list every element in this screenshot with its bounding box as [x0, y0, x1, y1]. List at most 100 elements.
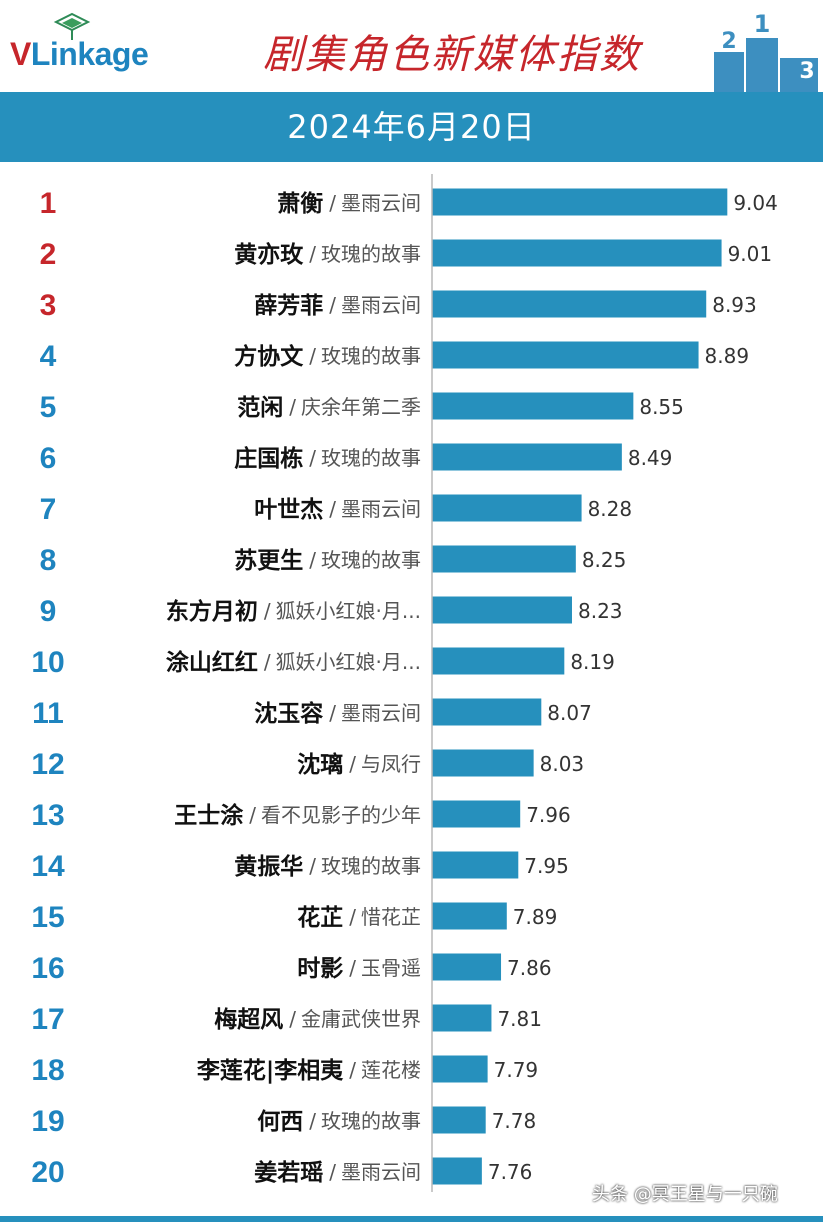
character-name: 何西 [257, 1109, 303, 1135]
rank-label: 11 [32, 697, 64, 730]
value-label: 8.49 [628, 446, 673, 470]
value-label: 7.81 [497, 1007, 542, 1031]
bar-7 [432, 494, 582, 522]
character-name: 叶世杰 [254, 497, 323, 523]
character-name: 黄亦玫 [234, 241, 304, 268]
separator-label: / [329, 701, 336, 725]
rank-label: 2 [40, 238, 57, 271]
drama-label: 玫瑰的故事 [321, 446, 421, 470]
character-name: 范闲 [237, 395, 283, 421]
character-name: 花芷 [297, 905, 343, 931]
value-label: 8.93 [712, 293, 757, 317]
character-name: 薛芳菲 [254, 292, 323, 319]
bar-20 [432, 1157, 482, 1185]
drama-label: 墨雨云间 [341, 701, 421, 725]
bottom-rule [0, 1216, 823, 1222]
drama-label: 玫瑰的故事 [321, 854, 421, 878]
bar-4 [432, 341, 699, 369]
podium-label-2: 2 [721, 29, 736, 54]
rank-label: 19 [31, 1105, 64, 1138]
rank-label: 6 [40, 442, 57, 475]
character-name: 萧衡 [277, 190, 323, 217]
value-label: 7.89 [513, 905, 558, 929]
separator-label: / [309, 548, 316, 572]
separator-label: / [309, 446, 316, 470]
rank-label: 7 [40, 493, 57, 526]
drama-label: 墨雨云间 [341, 1160, 421, 1184]
separator-label: / [289, 1007, 296, 1031]
drama-label: 玉骨遥 [361, 956, 421, 980]
separator-label: / [249, 803, 256, 827]
separator-label: / [309, 344, 316, 368]
bar-8 [432, 545, 576, 573]
separator-label: / [289, 395, 296, 419]
rank-label: 8 [40, 544, 57, 577]
drama-label: 看不见影子的少年 [261, 803, 421, 827]
bar-3 [432, 290, 707, 318]
rank-label: 12 [31, 748, 64, 781]
logo-cube-icon [53, 12, 91, 40]
character-name: 黄振华 [234, 853, 303, 880]
bar-13 [432, 800, 521, 828]
value-label: 7.86 [507, 956, 552, 980]
value-label: 7.78 [492, 1109, 537, 1133]
drama-label: 惜花芷 [361, 905, 421, 929]
value-label: 8.55 [639, 395, 684, 419]
separator-label: / [349, 1058, 356, 1082]
rank-label: 16 [31, 952, 64, 985]
bar-5 [432, 392, 634, 420]
rank-label: 10 [31, 646, 64, 679]
separator-label: / [349, 752, 356, 776]
bar-2 [432, 239, 722, 267]
value-label: 8.28 [588, 497, 633, 521]
header: VLinkage 剧集角色新媒体指数 2 1 3 [0, 0, 823, 92]
value-label: 8.25 [582, 548, 627, 572]
value-label: 7.79 [494, 1058, 539, 1082]
rank-label: 4 [40, 340, 57, 373]
separator-label: / [349, 905, 356, 929]
rank-label: 5 [40, 391, 57, 424]
value-label: 7.95 [524, 854, 569, 878]
drama-label: 玫瑰的故事 [321, 548, 421, 572]
rank-label: 20 [31, 1156, 64, 1189]
drama-label: 玫瑰的故事 [321, 344, 421, 368]
rank-label: 15 [31, 901, 64, 934]
character-name: 苏更生 [234, 548, 303, 574]
podium-label-1: 1 [754, 10, 771, 38]
drama-label: 墨雨云间 [341, 293, 421, 317]
rank-label: 18 [31, 1054, 64, 1087]
character-name: 方协文 [234, 343, 304, 370]
drama-label: 玫瑰的故事 [321, 242, 421, 266]
rank-label: 3 [40, 289, 57, 322]
drama-label: 莲花楼 [361, 1058, 421, 1082]
page-title: 剧集角色新媒体指数 [263, 32, 641, 78]
bar-1 [432, 188, 728, 216]
bar-10 [432, 647, 565, 675]
vlinkage-logo: VLinkage [10, 12, 180, 78]
character-name: 沈玉容 [254, 700, 323, 727]
rank-label: 17 [31, 1003, 64, 1036]
separator-label: / [329, 191, 336, 215]
drama-label: 狐妖小红娘·月... [276, 599, 421, 623]
character-name: 王士涂 [174, 802, 243, 829]
separator-label: / [349, 956, 356, 980]
drama-label: 庆余年第二季 [301, 395, 421, 419]
value-label: 7.96 [526, 803, 571, 827]
separator-label: / [309, 854, 316, 878]
bar-14 [432, 851, 519, 879]
separator-label: / [329, 497, 336, 521]
bar-19 [432, 1106, 486, 1134]
value-label: 8.23 [578, 599, 623, 623]
value-label: 7.76 [488, 1160, 533, 1184]
watermark: 头条 @冥王星与一只碗 [592, 1184, 778, 1205]
separator-label: / [264, 599, 271, 623]
character-name: 梅超风 [214, 1006, 283, 1033]
drama-label: 与凤行 [361, 752, 421, 776]
drama-label: 狐妖小红娘·月... [276, 650, 421, 674]
bar-18 [432, 1055, 488, 1083]
value-label: 9.04 [733, 191, 778, 215]
rank-label: 9 [40, 595, 57, 628]
ranking-bar-chart: 1 墨雨云间/萧衡 9.042 玫瑰的故事/黄亦玫 9.013 墨雨云间/薛芳菲 8.934… [31, 174, 778, 1192]
drama-label: 墨雨云间 [341, 191, 421, 215]
date-label: 2024年6月20日 [287, 108, 536, 146]
